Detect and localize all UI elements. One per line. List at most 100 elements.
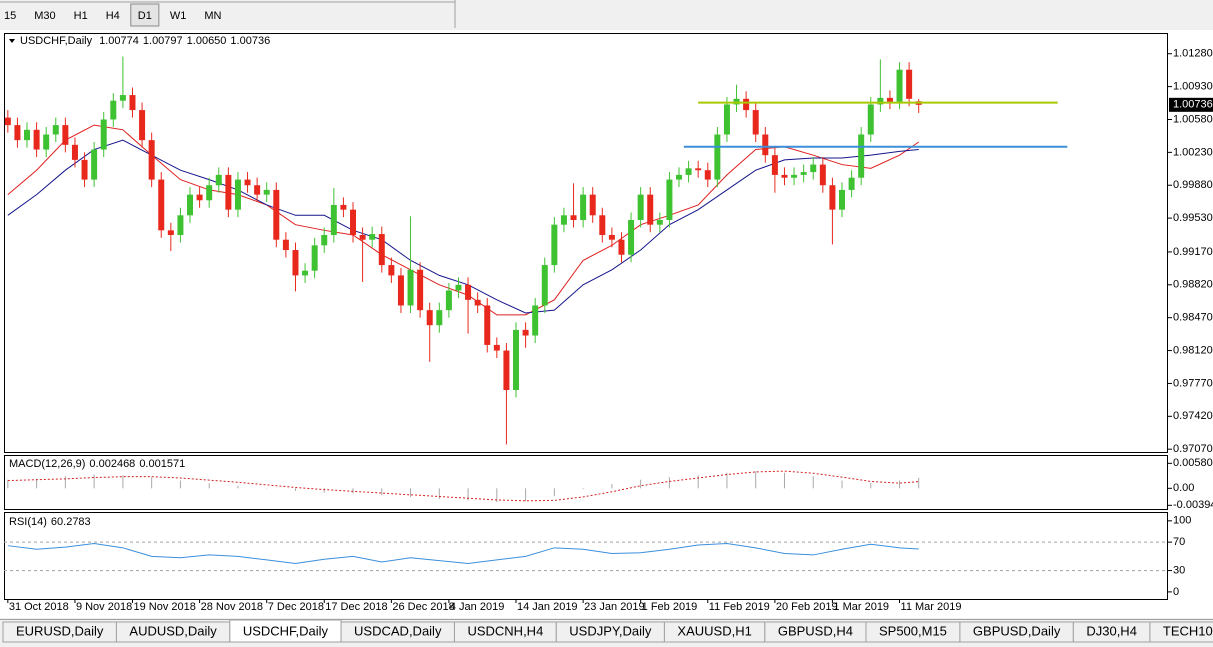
chart-tab[interactable]: GBPUSD,Daily: [959, 621, 1074, 643]
candle: [43, 126, 50, 158]
timeframe-label[interactable]: W1: [170, 10, 187, 22]
macd-signal: [7, 470, 919, 502]
chart-tab[interactable]: GBPUSD,H4: [764, 621, 867, 643]
candle: [187, 187, 194, 223]
chart-tab-label[interactable]: EURUSD,Daily: [16, 623, 104, 638]
timeframe-button-face[interactable]: [130, 3, 160, 27]
chart-tab[interactable]: TECH100,H1: [1149, 621, 1213, 643]
candle-body: [263, 189, 270, 195]
y-tick-label: 0.97770: [1173, 377, 1213, 389]
timeframe-button[interactable]: H4: [98, 4, 127, 26]
chart-tab-label[interactable]: SP500,M15: [879, 623, 947, 638]
candle-body: [800, 172, 807, 175]
candle: [417, 262, 424, 318]
chart-tab[interactable]: XAUUSD,H1: [663, 621, 766, 643]
timeframe-label[interactable]: H1: [74, 10, 88, 22]
candle-body: [91, 149, 98, 180]
candle: [244, 172, 251, 193]
chart-tab-label[interactable]: USDJPY,Daily: [569, 623, 652, 638]
timeframe-button-face[interactable]: [98, 4, 127, 26]
timeframe-button[interactable]: 15: [0, 4, 24, 26]
candle: [215, 167, 222, 193]
candle-body: [196, 194, 203, 201]
candle: [81, 152, 88, 188]
candle-body: [378, 234, 385, 266]
timeframe-button-face[interactable]: [66, 4, 95, 26]
x-tick-label: 4 Jan 2019: [450, 601, 504, 613]
candle-body: [714, 134, 721, 180]
candle: [839, 182, 846, 218]
candle: [570, 183, 577, 228]
timeframe-button[interactable]: H1: [66, 4, 95, 26]
timeframe-button[interactable]: D1: [130, 3, 160, 27]
rsi-panel-frame: [4, 512, 1168, 600]
y-tick-label: 0.99170: [1173, 246, 1213, 258]
chart-tab[interactable]: USDCNH,H4: [453, 621, 557, 643]
chart-tab[interactable]: USDCHF,Daily: [229, 619, 342, 643]
chart-tab-label[interactable]: USDCHF,Daily: [243, 623, 329, 638]
timeframe-label[interactable]: M30: [34, 10, 55, 22]
timeframe-button-face[interactable]: [197, 4, 229, 26]
candle-body: [81, 159, 88, 180]
chart-tab[interactable]: AUDUSD,Daily: [115, 621, 231, 643]
x-tick-label: 11 Feb 2019: [709, 601, 770, 613]
y-tick-label: 0.97420: [1173, 410, 1213, 422]
candle: [886, 90, 893, 110]
candle: [589, 187, 596, 223]
timeframe-label[interactable]: 15: [4, 10, 16, 22]
candle-body: [695, 168, 702, 171]
symbol-label: USDCHF,Daily: [20, 35, 93, 47]
chart-tab[interactable]: USDJPY,Daily: [555, 621, 665, 643]
chart-tab-label[interactable]: DJ30,H4: [1086, 623, 1137, 638]
candle-body: [321, 235, 328, 246]
candle-body: [129, 95, 136, 111]
candle: [714, 126, 721, 188]
candle-body: [350, 209, 357, 236]
timeframe-button[interactable]: W1: [162, 4, 194, 26]
candle-body: [225, 174, 232, 210]
chart-tab-label[interactable]: TECH100,H1: [1163, 623, 1213, 638]
y-tick-label: 0.98470: [1173, 312, 1213, 324]
last-price-box: [1169, 97, 1213, 112]
chart-tab-label[interactable]: USDCNH,H4: [467, 623, 543, 638]
chart-tab[interactable]: EURUSD,Daily: [2, 621, 117, 643]
candle-body: [628, 219, 635, 255]
y-tick-label: 1.01280: [1173, 48, 1213, 60]
timeframe-label[interactable]: MN: [204, 10, 221, 22]
candle-body: [743, 98, 750, 111]
menu-arrow[interactable]: [9, 39, 15, 43]
chart-tab[interactable]: DJ30,H4: [1072, 621, 1151, 643]
candle-body: [244, 179, 251, 186]
ohlc-value: 1.00650: [187, 35, 227, 47]
candle: [254, 177, 261, 203]
timeframe-button[interactable]: M30: [27, 4, 63, 26]
candle: [263, 182, 270, 203]
timeframe-button-face[interactable]: [27, 4, 63, 26]
candle: [896, 62, 903, 110]
candle-body: [762, 134, 769, 156]
y-tick-label: 0.98820: [1173, 279, 1213, 291]
chart-tab-face[interactable]: [1149, 621, 1213, 643]
ohlc-value: 1.00736: [230, 35, 270, 47]
candle-body: [62, 125, 69, 145]
x-tick-label: 9 Nov 2018: [76, 601, 132, 613]
timeframe-button-face[interactable]: [162, 4, 194, 26]
chart-tab-label[interactable]: GBPUSD,H4: [778, 623, 853, 638]
x-tick-label: 31 Oct 2018: [9, 601, 69, 613]
timeframe-button[interactable]: MN: [197, 4, 229, 26]
chart-tab[interactable]: USDCAD,Daily: [340, 621, 455, 643]
timeframe-label[interactable]: D1: [138, 10, 152, 22]
chart-tab-label[interactable]: AUDUSD,Daily: [129, 623, 217, 638]
y-tick-label: 0.98120: [1173, 344, 1213, 356]
candle: [14, 117, 21, 148]
candle-body: [647, 194, 654, 225]
chart-tab[interactable]: SP500,M15: [865, 621, 961, 643]
indicator-value: 60.2783: [51, 516, 91, 528]
chart-tab-label[interactable]: XAUUSD,H1: [677, 623, 751, 638]
chart-tab-label[interactable]: USDCAD,Daily: [354, 623, 442, 638]
timeframe-label[interactable]: H4: [106, 10, 120, 22]
candle: [493, 337, 500, 359]
timeframe-button-face[interactable]: [0, 4, 24, 26]
chart-tab-label[interactable]: GBPUSD,Daily: [973, 623, 1061, 638]
x-tick-label: 19 Nov 2018: [133, 601, 195, 613]
